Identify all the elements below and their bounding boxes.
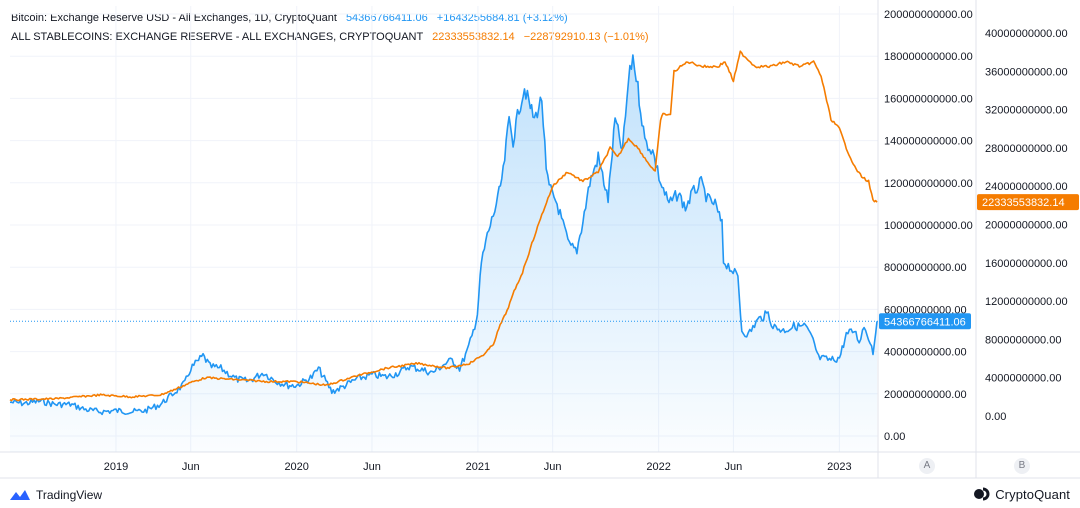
legend-stable: ALL STABLECOINS: EXCHANGE RESERVE - ALL … [11,31,649,43]
axis-a-tick-label: 120000000000.00 [884,178,973,190]
axis-b-tick-label: 24000000000.00 [985,181,1068,193]
btc-last-value-text: 54366766411.06 [884,316,966,328]
legend-btc: Bitcoin: Exchange Reserve USD - All Exch… [11,12,568,24]
x-tick-label: Jun [544,461,562,473]
tradingview-label: TradingView [36,488,103,502]
x-tick-label: 2019 [104,461,128,473]
axis-b-tick-label: 4000000000.00 [985,373,1061,385]
stablecoin-last-value-text: 22333553832.14 [982,197,1065,209]
legend-stable-title: ALL STABLECOINS: EXCHANGE RESERVE - ALL … [11,31,424,43]
x-axis: 2019 Jun 2020 Jun 2021 Jun 2022 Jun 2023 [104,461,852,473]
tradingview-logo[interactable]: TradingView [10,485,102,505]
cryptoquant-label: CryptoQuant [995,486,1070,502]
legend-btc-value: 54366766411.06 [345,12,428,24]
x-tick-label: 2022 [646,461,670,473]
axis-a-tick-label: 180000000000.00 [884,51,973,63]
legend-stable-value: 22333553832.14 [432,31,515,43]
axis-a-tick-label: 200000000000.00 [884,9,973,21]
axis-a-tick-label: 100000000000.00 [884,220,973,232]
cryptoquant-logo: CryptoQuant [974,484,1070,504]
axis-b-tick-label: 0.00 [985,411,1006,423]
x-tick-label: Jun [725,461,743,473]
stablecoin-last-value-tag [977,194,1079,211]
axis-a-tick-label: 40000000000.00 [884,347,967,359]
btc-area [10,55,877,452]
chart-lines [9,50,878,416]
x-tick-label: 2020 [284,461,308,473]
x-tick-label: Jun [182,461,200,473]
axis-a-tick-label: 160000000000.00 [884,93,973,105]
last-value-tags: 54366766411.06 22333553832.14 [879,194,1079,330]
y-axis-a: 0.0020000000000.0040000000000.0060000000… [884,9,973,443]
btc-last-value-tag [879,313,971,330]
x-tick-label: Jun [363,461,381,473]
axis-b-tick-label: 40000000000.00 [985,28,1068,40]
legend-btc-change: +1643255684.81 (+3.12%) [436,12,568,24]
stablecoin-reserve-line [9,50,878,402]
axis-b-tick-label: 28000000000.00 [985,143,1068,155]
legend-stable-change: −228792910.13 (−1.01%) [523,31,649,43]
axis-b-tick-label: 16000000000.00 [985,258,1068,270]
axis-b-tick-label: 32000000000.00 [985,105,1068,117]
x-tick-label: 2023 [827,461,851,473]
axis-b-tick-label: 8000000000.00 [985,334,1061,346]
y-axis-b: 0.00 4000000000.00 8000000000.00 1200000000… [985,28,1068,423]
axis-a-tick-label: 80000000000.00 [884,262,967,274]
scale-a-button[interactable]: A [919,458,935,474]
axis-a-tick-label: 140000000000.00 [884,136,973,148]
axis-b-tick-label: 12000000000.00 [985,296,1068,308]
btc-reserve-line [9,54,878,416]
scale-b-button[interactable]: B [1014,458,1030,474]
axis-b-tick-label: 20000000000.00 [985,220,1068,232]
axis-a-tick-label: 0.00 [884,431,905,443]
axis-b-tick-label: 36000000000.00 [985,66,1068,78]
chart-areas [10,55,877,452]
x-tick-label: 2021 [466,461,490,473]
tradingview-icon [10,490,30,500]
axis-a-tick-label: 20000000000.00 [884,389,967,401]
legend-btc-title: Bitcoin: Exchange Reserve USD - All Exch… [11,12,337,24]
cryptoquant-icon [974,487,990,501]
